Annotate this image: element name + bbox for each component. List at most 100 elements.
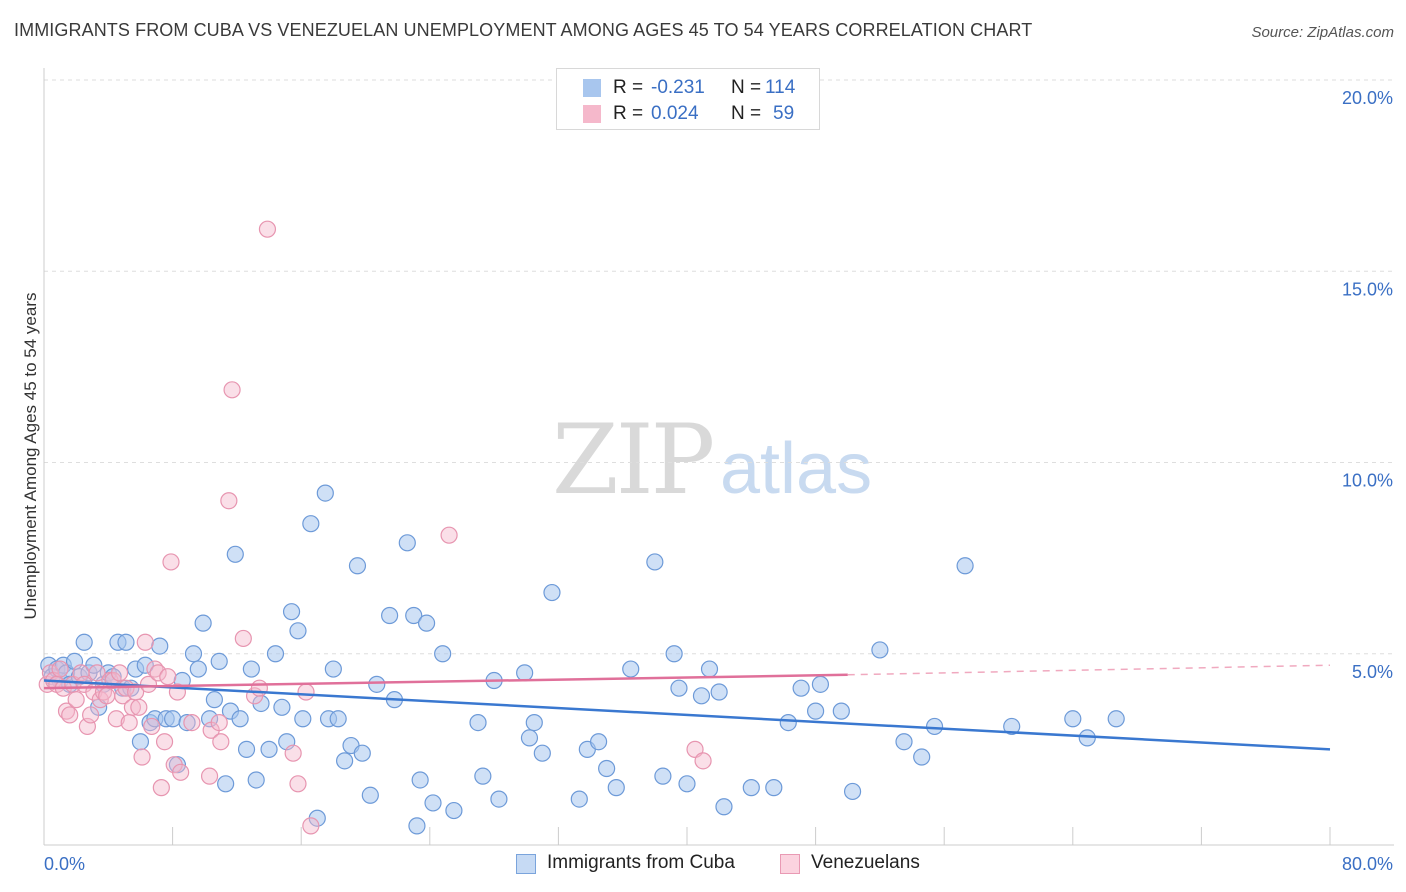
point-cuba xyxy=(622,660,640,678)
point-cuba xyxy=(247,771,265,789)
point-cuba xyxy=(1064,710,1082,728)
swatch-cuba xyxy=(583,79,601,97)
point-cuba xyxy=(117,633,135,651)
point-cuba xyxy=(765,779,783,797)
point-venezuelans xyxy=(61,706,79,724)
x-tick-label: 0.0% xyxy=(44,854,85,874)
point-cuba xyxy=(570,790,588,808)
point-venezuelans xyxy=(136,633,154,651)
r-value: 0.024 xyxy=(651,103,699,124)
point-cuba xyxy=(260,740,278,758)
point-cuba xyxy=(678,775,696,793)
point-cuba xyxy=(184,645,203,663)
point-venezuelans xyxy=(284,744,302,762)
point-venezuelans xyxy=(250,679,269,697)
point-cuba xyxy=(282,603,301,621)
point-cuba xyxy=(646,553,664,571)
trend-lines xyxy=(43,664,1331,751)
point-cuba xyxy=(925,717,944,736)
point-cuba xyxy=(417,614,436,632)
point-cuba xyxy=(405,606,423,625)
point-cuba xyxy=(1107,710,1125,728)
y-tick-label: 20.0% xyxy=(1342,88,1393,108)
point-venezuelans xyxy=(302,817,320,835)
point-cuba xyxy=(516,664,534,682)
point-cuba xyxy=(654,767,672,785)
point-cuba xyxy=(806,702,825,720)
point-venezuelans xyxy=(162,553,180,571)
trend-line-cuba xyxy=(43,679,1331,751)
point-cuba xyxy=(361,786,379,804)
point-venezuelans xyxy=(289,775,307,793)
legend-swatch-cuba xyxy=(516,854,536,874)
point-cuba xyxy=(533,744,551,762)
point-cuba xyxy=(194,614,212,632)
point-cuba xyxy=(700,660,719,678)
point-cuba xyxy=(742,779,760,797)
point-cuba xyxy=(490,790,508,808)
watermark-zip: ZIP xyxy=(552,404,715,516)
point-venezuelans xyxy=(149,664,167,682)
point-cuba xyxy=(811,675,830,693)
n-value: 59 xyxy=(773,103,795,124)
point-venezuelans xyxy=(82,706,100,724)
point-venezuelans xyxy=(51,660,69,678)
source-label: Source: ZipAtlas.com xyxy=(1251,24,1394,41)
point-cuba xyxy=(710,683,728,701)
point-cuba xyxy=(231,710,249,728)
point-cuba xyxy=(398,534,416,552)
point-cuba xyxy=(715,798,733,816)
point-venezuelans xyxy=(183,713,201,732)
point-cuba xyxy=(445,801,463,820)
point-cuba xyxy=(329,710,347,728)
point-cuba xyxy=(424,794,442,812)
chart-title: IMMIGRANTS FROM CUBA VS VENEZUELAN UNEMP… xyxy=(14,20,1033,40)
point-cuba xyxy=(324,660,342,678)
point-cuba xyxy=(131,733,150,751)
axes xyxy=(43,68,1394,846)
legend-label-venezuelans: Venezuelans xyxy=(811,852,920,873)
tick-labels: 5.0% 10.0% 15.0% 20.0% 0.0% 80.0% xyxy=(44,88,1393,874)
point-cuba xyxy=(520,729,539,747)
point-cuba xyxy=(289,622,307,640)
point-cuba xyxy=(348,557,367,575)
point-cuba xyxy=(266,645,285,663)
point-cuba xyxy=(913,748,931,766)
point-cuba xyxy=(237,740,256,758)
point-cuba xyxy=(75,633,93,651)
point-cuba xyxy=(692,687,711,705)
point-venezuelans xyxy=(107,710,125,728)
stats-legend: R = -0.231 N = 114 R = 0.024 N = 59 xyxy=(556,68,820,130)
point-cuba xyxy=(474,767,492,785)
point-cuba xyxy=(598,759,616,778)
n-label: N = xyxy=(731,77,762,98)
point-cuba xyxy=(226,545,244,563)
point-cuba xyxy=(316,484,334,502)
point-cuba xyxy=(353,744,371,762)
point-cuba xyxy=(136,656,154,674)
point-cuba xyxy=(164,710,182,728)
y-tick-label: 5.0% xyxy=(1352,662,1393,682)
point-cuba xyxy=(411,771,429,789)
y-tick-label: 15.0% xyxy=(1342,279,1393,299)
point-venezuelans xyxy=(694,752,712,770)
stats-row-venezuelans: R = 0.024 N = 59 xyxy=(557,101,819,127)
point-cuba xyxy=(294,710,312,728)
n-label: N = xyxy=(731,103,762,124)
trend-line-venezuelans xyxy=(43,673,848,690)
point-cuba xyxy=(242,660,260,678)
watermark-atlas: atlas xyxy=(720,429,873,509)
y-axis-label: Unemployment Among Ages 45 to 54 years xyxy=(21,292,40,620)
point-cuba xyxy=(792,679,810,697)
legend-label-cuba: Immigrants from Cuba xyxy=(547,852,735,873)
point-venezuelans xyxy=(67,691,85,709)
point-cuba xyxy=(336,752,354,770)
point-cuba xyxy=(302,515,320,533)
point-venezuelans xyxy=(98,687,116,705)
point-cuba xyxy=(469,713,487,732)
point-cuba xyxy=(543,583,561,602)
swatch-venezuelans xyxy=(583,105,601,123)
point-cuba xyxy=(832,702,850,720)
grid-lines xyxy=(44,79,1394,655)
